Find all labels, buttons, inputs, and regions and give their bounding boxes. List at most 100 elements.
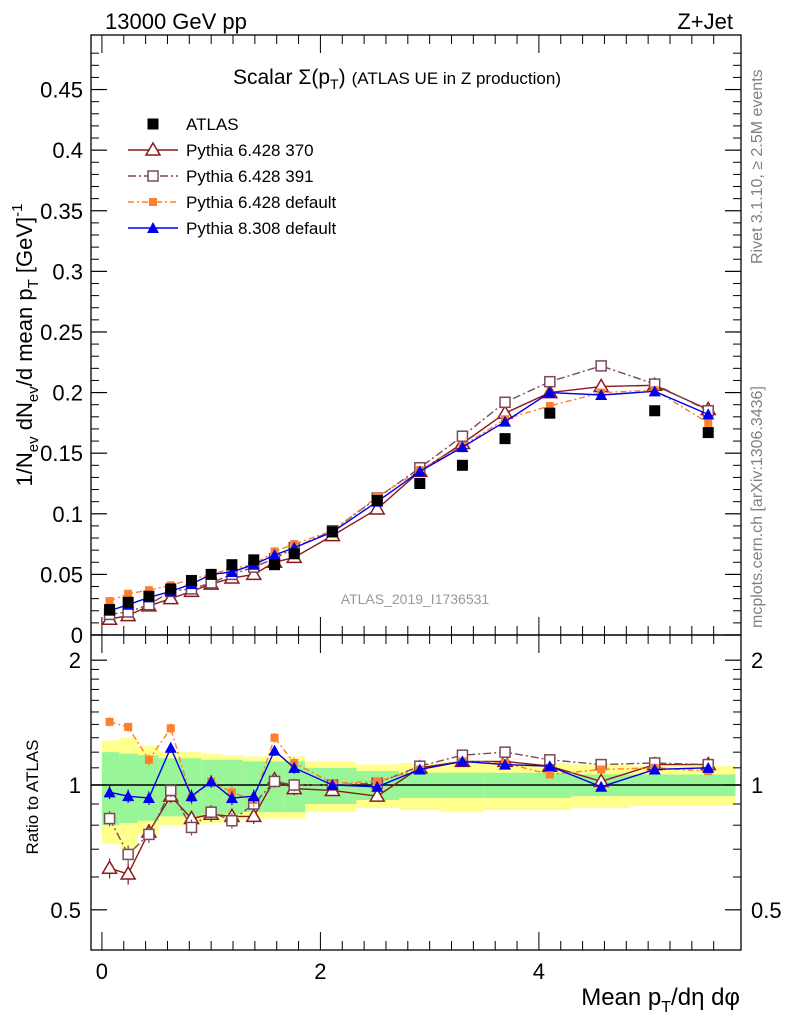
series-point (124, 589, 133, 598)
atlas-data-point (186, 574, 198, 586)
atlas-data-point (326, 526, 338, 538)
series-line (109, 390, 709, 612)
ratio-series-layer (101, 717, 717, 885)
ratio-series-point (122, 848, 134, 861)
ratio-series-point (702, 761, 715, 773)
x-tick-label: 2 (314, 959, 326, 984)
atlas-data-point (226, 559, 238, 571)
ratio-series-point (225, 792, 238, 804)
legend-marker (144, 141, 162, 156)
legend-marker-atlas (147, 118, 159, 130)
atlas-data-point (414, 477, 426, 489)
ratio-series-point (268, 775, 281, 788)
atlas-data-point (288, 548, 300, 560)
header-left-text: 13000 GeV pp (105, 9, 247, 34)
atlas-data-point (499, 433, 511, 445)
y-axis-title: 1/Nev dNev/d mean pT [GeV]-1 (9, 204, 42, 487)
series-point (456, 430, 469, 442)
ratio-series-point (648, 763, 661, 775)
ratio-series-point (164, 784, 177, 797)
series-point (543, 386, 556, 398)
series-point (456, 441, 469, 453)
atlas-data-point (649, 405, 661, 417)
y-tick-label: 0.2 (52, 381, 83, 406)
ratio-tick-label-right: 0.5 (751, 898, 782, 923)
stat-band-segment (180, 758, 202, 817)
series-point (368, 500, 386, 515)
ratio-series-point (545, 770, 554, 779)
atlas-data-point (205, 568, 217, 580)
chart-title-main: Scalar Σ(pT) (ATLAS UE in Z production) (233, 66, 561, 92)
ratio-series-point (597, 765, 606, 774)
y-tick-label: 0.1 (52, 502, 83, 527)
ratio-series-point (142, 792, 155, 804)
legend-label: Pythia 6.428 default (186, 193, 337, 212)
ratio-series-point (268, 744, 281, 756)
legend-marker (147, 170, 159, 182)
ratio-y-axis-title: Ratio to ATLAS (23, 740, 42, 855)
atlas-data-point (248, 554, 260, 566)
ratio-series-point (122, 790, 135, 802)
ratio-series-point (103, 812, 116, 825)
series-point (544, 375, 556, 388)
ratio-series-point (103, 786, 116, 798)
ratio-series-point (105, 717, 114, 726)
ratio-tick-label: 0.5 (50, 898, 81, 923)
ratio-series-point (326, 778, 339, 790)
legend: ATLAS Pythia 6.428 370 Pythia 6.428 391 Pyt… (128, 115, 337, 238)
series-point (225, 565, 238, 577)
stat-band-segment (137, 755, 159, 821)
y-tick-label: 0.45 (40, 78, 83, 103)
side-mcplots-text: mcplots.cern.ch [arXiv:1306.3436] (749, 386, 766, 628)
ratio-series-point (499, 758, 512, 770)
series-point (545, 401, 554, 410)
series-point (702, 408, 715, 420)
y-tick-label: 0 (71, 623, 83, 648)
series-point (595, 389, 608, 400)
x-tick-label: 4 (533, 959, 545, 984)
atlas-data-point (702, 427, 714, 439)
series-point (268, 549, 281, 560)
atlas-data-point (456, 459, 468, 471)
x-axis-title: Mean pT/dη dφ (581, 984, 740, 1016)
series-point (648, 385, 661, 397)
ratio-series-point (499, 746, 511, 758)
ratio-series-point (413, 763, 426, 775)
y-tick-label: 0.4 (52, 138, 83, 163)
ratio-series-point (368, 787, 386, 802)
series-point (245, 565, 263, 581)
ratio-series-point (270, 733, 279, 742)
series-point (105, 597, 114, 606)
ratio-series-point (226, 814, 238, 827)
ratio-series-point (164, 741, 177, 753)
y-tick-label: 0.05 (40, 562, 83, 587)
ratio-series-point (119, 865, 137, 880)
atlas-data-point (165, 583, 177, 595)
series-point (499, 415, 512, 427)
ratio-series-point (101, 859, 118, 874)
ratio-series-point (543, 760, 556, 772)
ratio-series-point (245, 807, 263, 823)
ratio-series-point (124, 722, 133, 731)
ratio-tick-label-right: 2 (751, 648, 763, 673)
series-point (595, 360, 607, 372)
legend-label: Pythia 6.428 391 (186, 167, 314, 186)
ratio-series-point (595, 780, 608, 792)
legend-marker (147, 222, 159, 233)
side-rivet-text: Rivet 3.1.10, ≥ 2.5M events (749, 69, 766, 264)
y-tick-label: 0.35 (40, 199, 83, 224)
legend-label-atlas: ATLAS (186, 115, 239, 134)
series-line (109, 384, 709, 620)
ratio-series-point (205, 806, 217, 818)
ratio-tick-label-right: 1 (751, 773, 763, 798)
header-right-text: Z+Jet (677, 9, 733, 34)
atlas-data-point (104, 604, 116, 616)
ratio-series-point (371, 780, 384, 792)
ratio-tick-label: 2 (69, 648, 81, 673)
ratio-plot-frame (90, 634, 742, 951)
series-point (144, 586, 153, 595)
atlas-data-point (371, 494, 383, 506)
ratio-series-point (205, 775, 218, 787)
ratio-series-point (185, 790, 198, 802)
